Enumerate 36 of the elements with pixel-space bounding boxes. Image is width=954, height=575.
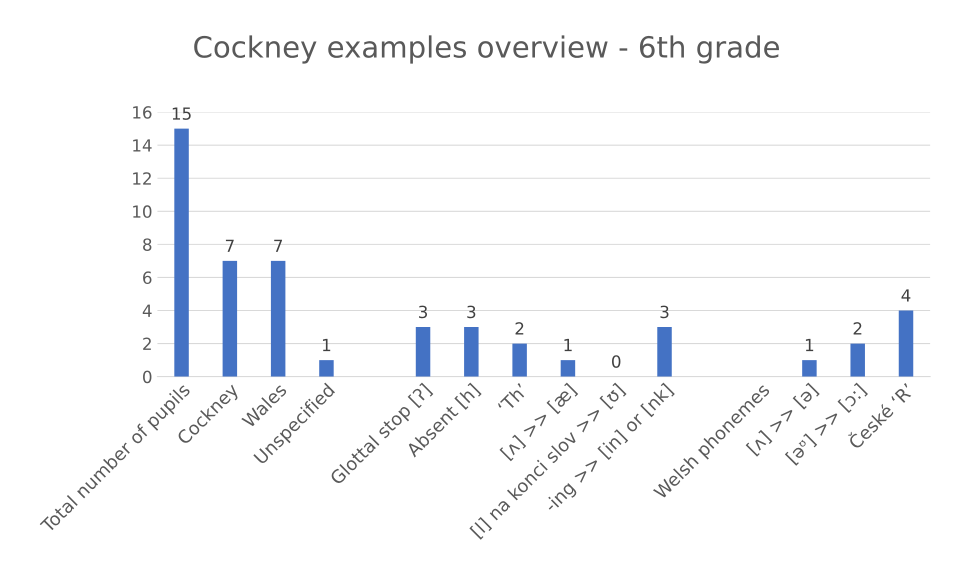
data-label: 1 [322,338,330,352]
y-tick-label: 10 [133,205,152,218]
data-label: 2 [516,322,524,335]
data-label: 0 [612,355,620,368]
data-label: 7 [274,240,282,252]
bar [174,128,189,377]
data-label: 3 [467,306,476,318]
data-label: 3 [419,306,428,318]
data-label: 2 [854,322,862,335]
y-tick-label: 16 [133,106,152,119]
data-label: 15 [172,107,191,120]
bar [319,360,334,377]
bar [416,327,430,377]
data-label: 7 [226,240,234,252]
y-tick-label: 12 [133,172,151,185]
bar [512,344,527,377]
x-tick-label: ‘Th’ [496,382,528,414]
y-tick-label: 8 [143,238,152,251]
y-tick-label: 4 [142,304,152,317]
bar [222,260,238,377]
bar [270,260,286,377]
bar [560,360,576,377]
data-label: 1 [806,338,814,352]
bar [850,344,865,377]
bar [464,327,479,377]
y-tick-label: 0 [143,370,152,384]
y-tick-label: 14 [133,139,152,152]
chart-title: Cockney examples overview - 6th grade [194,35,779,64]
data-label: 1 [564,338,572,352]
bar [657,327,672,377]
data-label: 4 [902,289,910,302]
y-tick-label: 6 [143,271,152,284]
bar [802,360,817,377]
bar [898,310,914,377]
data-label: 3 [660,306,668,318]
y-tick-label: 2 [143,338,151,350]
